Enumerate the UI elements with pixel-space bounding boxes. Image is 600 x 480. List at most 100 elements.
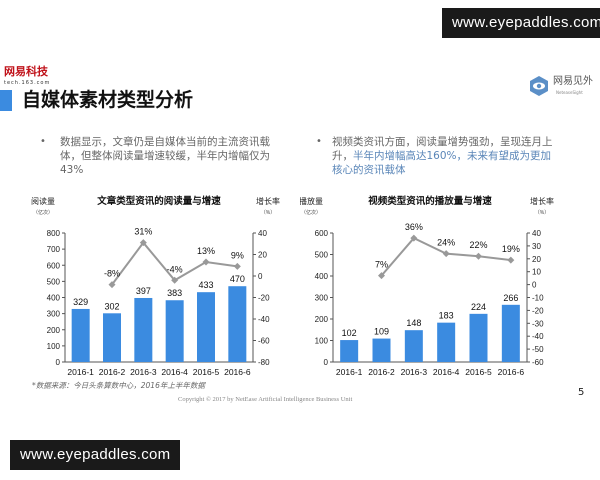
bullet-text-video: 视频类资讯方面，阅读量增势强劲，呈现连月上升，半年内增幅高达160%，未来有望成…	[332, 135, 554, 177]
partner-logo-sub: NeteaseSight	[556, 90, 583, 95]
data-source-note: *数据来源：今日头条算数中心，2016年上半年数据	[32, 381, 205, 390]
y2-tick-label: 40	[258, 229, 267, 238]
bar-2016-1	[71, 308, 90, 362]
x-tick-label: 2016-1	[336, 367, 363, 377]
y2-tick-label: -40	[258, 315, 270, 324]
bar-2016-6	[228, 286, 247, 362]
y2-tick-label: 0	[258, 272, 263, 281]
y2-axis-unit: （%）	[535, 210, 549, 216]
y-tick-label: 600	[315, 229, 329, 238]
y-tick-label: 100	[315, 337, 329, 346]
y-axis-unit: （亿次）	[301, 209, 321, 216]
y2-tick-label: -30	[532, 319, 544, 328]
growth-value-label: 13%	[197, 246, 215, 256]
y2-tick-label: -80	[258, 358, 270, 367]
y2-tick-label: -20	[258, 294, 270, 303]
y-tick-label: 0	[56, 358, 61, 367]
growth-marker	[378, 272, 385, 280]
y-tick-label: 300	[315, 294, 329, 303]
x-tick-label: 2016-1	[67, 367, 94, 377]
bar-value-label: 397	[136, 286, 151, 296]
growth-marker	[475, 252, 482, 260]
bar-value-label: 302	[104, 301, 119, 311]
y2-tick-label: -50	[532, 345, 544, 354]
growth-value-label: -8%	[104, 269, 120, 279]
y-tick-label: 700	[47, 245, 61, 254]
y-tick-label: 800	[47, 229, 61, 238]
y2-tick-label: 0	[532, 281, 537, 290]
bar-value-label: 109	[374, 327, 389, 337]
page-number: 5	[578, 387, 585, 398]
y-tick-label: 600	[47, 261, 61, 270]
x-tick-label: 2016-2	[99, 367, 126, 377]
bar-2016-6	[501, 304, 520, 362]
x-tick-label: 2016-2	[368, 367, 395, 377]
title-accent-bar	[0, 90, 12, 111]
y-tick-label: 400	[315, 272, 329, 281]
page-title: 自媒体素材类型分析	[22, 89, 194, 111]
bar-2016-3	[404, 330, 423, 362]
bar-value-label: 433	[198, 280, 213, 290]
growth-value-label: 31%	[134, 227, 152, 237]
neteasesight-logo-icon	[528, 75, 550, 97]
growth-marker	[233, 262, 241, 270]
bar-2016-5	[197, 292, 215, 362]
x-tick-label: 2016-4	[161, 367, 188, 377]
growth-marker	[108, 281, 116, 289]
brand-logo-sub: tech.163.com	[4, 80, 51, 86]
watermark-top: www.eyepaddles.com	[442, 8, 600, 38]
y-tick-label: 0	[324, 358, 329, 367]
bullet-dot: •	[316, 136, 322, 147]
growth-value-label: 19%	[502, 244, 520, 254]
y2-tick-label: -40	[532, 332, 544, 341]
y2-tick-label: -20	[532, 306, 544, 315]
growth-value-label: 7%	[375, 260, 388, 270]
growth-marker	[442, 250, 450, 258]
partner-logo: 网易见外	[553, 76, 593, 87]
chart-article-reads: 文章类型资讯的阅读量与增速 阅读量 （亿次） 增长率 （%） 800 700 600 500 40…	[31, 195, 280, 377]
x-tick-label: 2016-4	[433, 367, 460, 377]
bar-2016-4	[165, 300, 184, 362]
bar-value-label: 329	[73, 297, 88, 307]
y2-axis-label: 增长率	[256, 196, 280, 206]
y2-tick-label: 40	[532, 229, 541, 238]
y2-tick-label: 10	[532, 268, 541, 277]
x-tick-label: 2016-6	[224, 367, 251, 377]
y-tick-label: 100	[47, 342, 61, 351]
bullet-dot: •	[40, 136, 46, 147]
growth-value-label: 22%	[469, 240, 487, 250]
bar-2016-4	[437, 322, 456, 362]
x-tick-label: 2016-6	[498, 367, 525, 377]
chart-video-plays: 视频类型资讯的播放量与增速播放量（亿次）增长率（%）60050040030020…	[300, 195, 554, 377]
x-tick-label: 2016-3	[130, 367, 157, 377]
bar-2016-2	[103, 313, 121, 362]
y-tick-label: 500	[47, 277, 61, 286]
y-axis-unit: （亿次）	[33, 209, 53, 216]
growth-marker	[202, 258, 210, 266]
y2-axis-label: 增长率	[530, 196, 554, 206]
x-tick-label: 2016-3	[401, 367, 428, 377]
growth-value-label: 24%	[437, 238, 455, 248]
bar-2016-1	[340, 340, 359, 362]
bar-value-label: 383	[167, 288, 182, 298]
bar-value-label: 102	[342, 328, 357, 338]
bullet-text-articles: 数据显示，文章仍是自媒体当前的主流资讯载体，但整体阅读量增速较缓，半年内增幅仅为…	[60, 136, 270, 176]
y2-tick-label: -60	[258, 337, 270, 346]
bar-2016-5	[469, 313, 488, 362]
y2-tick-label: 20	[532, 255, 541, 264]
growth-marker	[410, 234, 418, 242]
y-axis-label: 播放量	[300, 196, 323, 206]
y2-tick-label: -10	[532, 294, 544, 303]
chart-title: 文章类型资讯的阅读量与增速	[96, 195, 221, 207]
x-tick-label: 2016-5	[193, 367, 220, 377]
growth-value-label: 9%	[231, 250, 244, 260]
bar-value-label: 148	[406, 318, 421, 328]
bullet-text-video-plain: 视频类资讯方面，阅读量增势强劲，呈现连月上升，	[332, 136, 553, 162]
growth-marker	[507, 256, 515, 264]
bullet-text-video-highlight: 半年内增幅高达160%，未来有望成为更加核心的资讯载体	[332, 150, 552, 176]
bar-2016-3	[134, 297, 153, 362]
growth-value-label: 36%	[405, 222, 423, 232]
watermark-bottom: www.eyepaddles.com	[10, 440, 181, 470]
brand-logo: 网易科技	[4, 65, 48, 78]
growth-value-label: -4%	[167, 264, 183, 274]
